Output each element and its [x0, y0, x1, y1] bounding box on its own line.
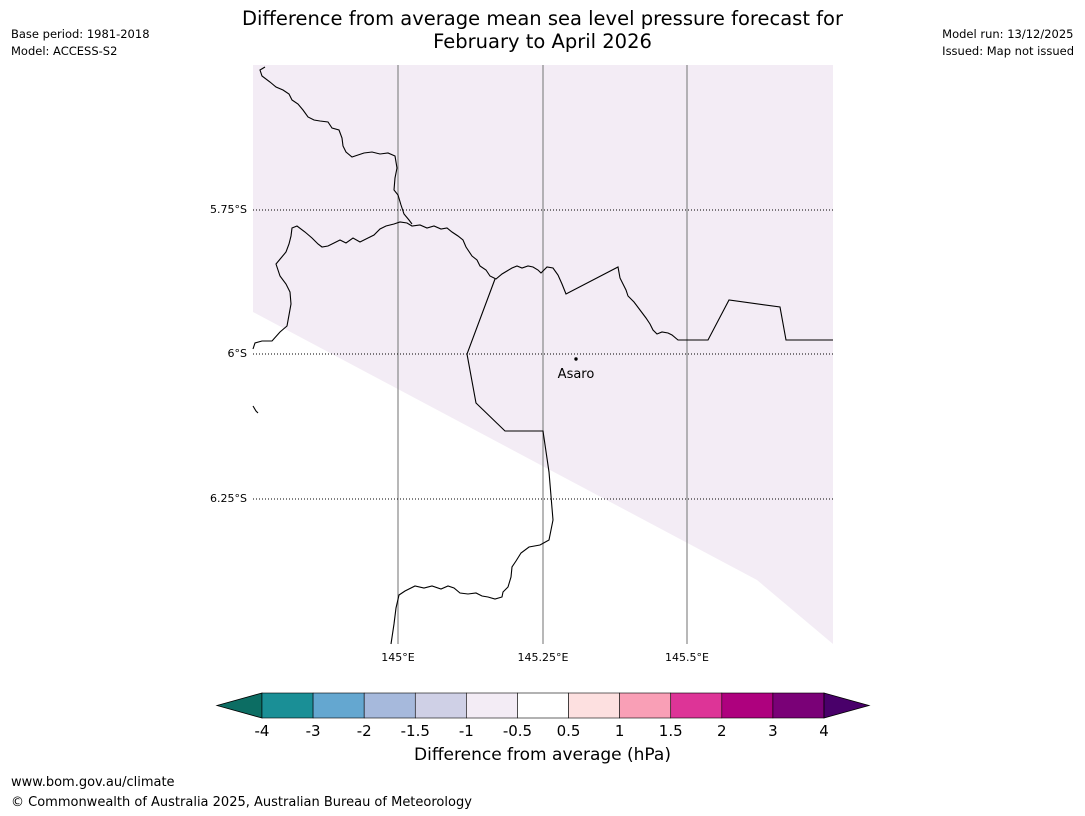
map-panel	[252, 65, 833, 645]
model-run: Model run: 13/12/2025	[942, 27, 1074, 41]
title-line-1: Difference from average mean sea level p…	[242, 7, 843, 30]
border-edge-fragment	[252, 405, 259, 414]
colorbar-segment	[517, 692, 569, 719]
colorbar-segment	[466, 692, 518, 719]
lat-label-6-25s: 6.25°S	[210, 492, 247, 505]
border-northwest	[259, 66, 413, 225]
map-title: Difference from average mean sea level p…	[200, 7, 885, 53]
place-asaro: Asaro	[558, 357, 595, 382]
colorbar-segment	[670, 692, 723, 719]
colorbar-tick-label: 1.5	[659, 722, 683, 740]
colorbar-segments	[261, 692, 825, 719]
colorbar-tick-label: 1	[615, 722, 625, 740]
colorbar-under-arrow	[215, 692, 263, 719]
lat-label-5-75s: 5.75°S	[210, 203, 247, 216]
colorbar-ticks: -4 -3 -2 -1.5 -1 -0.5 0.5 1 1.5 2 3 4	[255, 722, 829, 740]
colorbar-over-arrow	[823, 692, 871, 719]
lon-label-145-5e: 145.5°E	[665, 651, 709, 664]
colorbar-segment	[568, 692, 620, 719]
footer-copyright: © Commonwealth of Australia 2025, Austra…	[11, 795, 472, 810]
colorbar: -4 -3 -2 -1.5 -1 -0.5 0.5 1 1.5 2 3 4	[215, 692, 871, 740]
metadata-left: Base period: 1981-2018 Model: ACCESS-S2	[11, 26, 150, 60]
issued-status: Issued: Map not issued	[942, 44, 1074, 58]
lon-label-145e: 145°E	[381, 651, 414, 664]
colorbar-segment	[261, 692, 314, 719]
colorbar-tick-label: 0.5	[557, 722, 581, 740]
colorbar-tick-label: -1	[459, 722, 474, 740]
latitude-gridlines	[253, 209, 833, 500]
colorbar-segment	[414, 692, 467, 719]
colorbar-tick-label: -4	[255, 722, 270, 740]
border-central-north	[252, 221, 833, 350]
colorbar-segment	[772, 692, 825, 719]
longitude-labels: 145°E 145.25°E 145.5°E	[381, 651, 709, 664]
place-marker	[574, 357, 578, 361]
lon-label-145-25e: 145.25°E	[518, 651, 569, 664]
lat-label-6s: 6°S	[228, 347, 247, 360]
footer-url[interactable]: www.bom.gov.au/climate	[11, 775, 175, 790]
colorbar-tick-label: -3	[306, 722, 321, 740]
border-central-south	[390, 278, 554, 645]
colorbar-label: Difference from average (hPa)	[414, 745, 671, 765]
colorbar-tick-label: 2	[717, 722, 727, 740]
title-line-2: February to April 2026	[433, 30, 652, 53]
latitude-labels: 5.75°S 6°S 6.25°S	[210, 203, 247, 505]
colorbar-segment	[312, 692, 365, 719]
metadata-right: Model run: 13/12/2025 Issued: Map not is…	[942, 26, 1074, 60]
colorbar-segment	[721, 692, 774, 719]
colorbar-tick-label: -0.5	[503, 722, 532, 740]
colorbar-tick-label: 4	[819, 722, 829, 740]
base-period: Base period: 1981-2018	[11, 27, 150, 41]
model-name: Model: ACCESS-S2	[11, 44, 118, 58]
colorbar-segment	[619, 692, 672, 719]
colorbar-tick-label: 3	[768, 722, 778, 740]
province-borders	[252, 66, 833, 645]
colorbar-segment	[363, 692, 416, 719]
colorbar-tick-label: -2	[357, 722, 372, 740]
colorbar-tick-label: -1.5	[401, 722, 430, 740]
place-label: Asaro	[558, 367, 595, 382]
